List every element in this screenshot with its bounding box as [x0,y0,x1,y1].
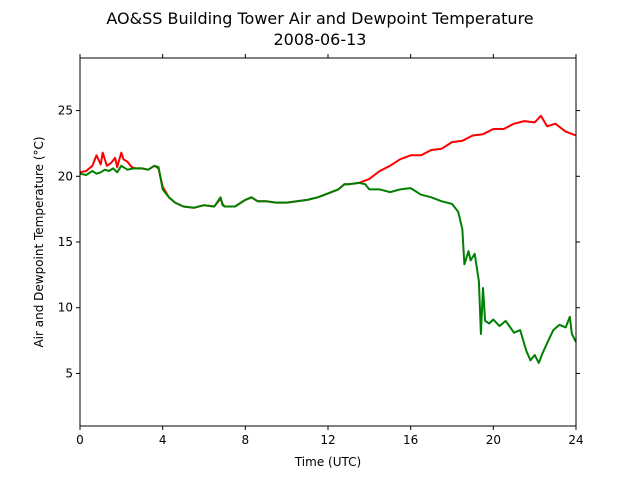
x-tick-label-12: 12 [320,433,335,447]
series-line-1 [79,164,577,364]
chart-title: AO&SS Building Tower Air and Dewpoint Te… [106,9,533,28]
x-tick-label-16: 16 [403,433,418,447]
y-axis-label: Air and Dewpoint Temperature (°C) [32,136,46,347]
x-tick-label-8: 8 [242,433,250,447]
y-tick-label-10: 10 [58,301,73,315]
chart-subtitle: 2008-06-13 [274,30,367,49]
plot-frame [79,57,577,427]
series-layer [79,114,577,364]
y-tick-label-25: 25 [58,104,73,118]
ticks-layer: 0 4 8 12 16 20 24 5 10 15 20 25 [58,54,584,447]
x-axis-label: Time (UTC) [294,455,361,469]
x-tick-label-24: 24 [568,433,583,447]
y-tick-label-5: 5 [65,366,73,380]
y-tick-label-15: 15 [58,235,73,249]
y-tick-label-20: 20 [58,169,73,183]
x-tick-label-4: 4 [159,433,167,447]
x-tick-label-0: 0 [76,433,84,447]
x-tick-label-20: 20 [486,433,501,447]
